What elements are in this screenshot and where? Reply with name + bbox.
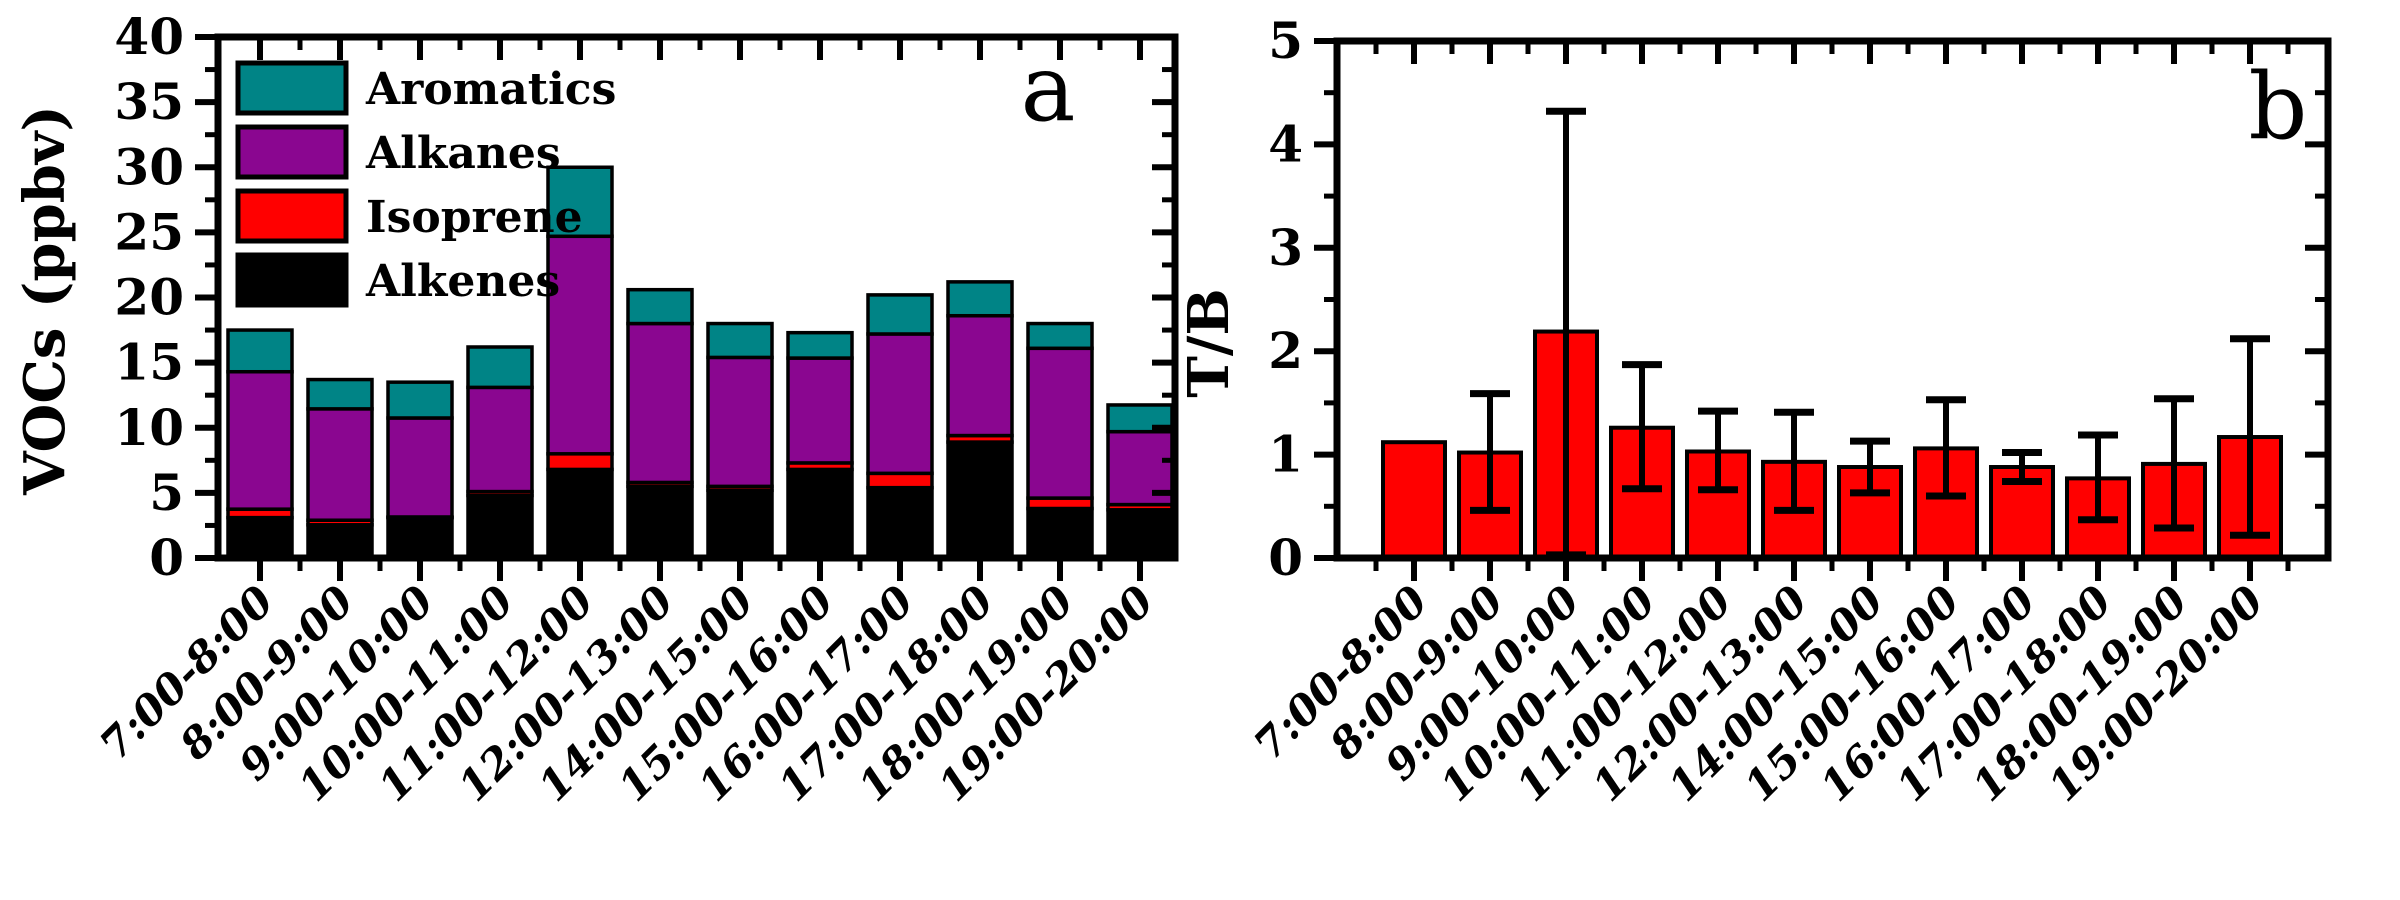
bar-segment-alkenes-0	[226, 515, 294, 560]
error-bar-8	[2002, 449, 2042, 485]
bar-segment-alkanes-6	[706, 355, 774, 489]
bar-segment-aromatics-10	[1026, 321, 1094, 351]
bar-segment-alkanes-10	[1026, 346, 1094, 500]
bar-segment-aromatics-1	[306, 377, 374, 411]
bar-segment-aromatics-8	[866, 293, 934, 336]
bar-tb-0	[1381, 440, 1447, 560]
legend-swatch-aromatics	[235, 60, 349, 116]
bar-segment-aromatics-6	[706, 321, 774, 360]
bar-segment-alkanes-1	[306, 407, 374, 522]
y-axis-title-a: VOCs (ppbv)	[12, 105, 78, 496]
y-tick-label-a-15: 15	[114, 333, 184, 392]
legend: Aromatics Alkanes Isoprene Alkenes	[235, 60, 616, 308]
error-bar-11	[2230, 335, 2270, 539]
bar-segment-aromatics-3	[466, 345, 534, 390]
y-tick-label-a-35: 35	[114, 72, 184, 131]
bar-segment-alkenes-5	[626, 484, 694, 560]
bar-segment-alkanes-7	[786, 356, 854, 465]
bar-segment-alkanes-4	[546, 234, 614, 456]
bar-segment-aromatics-7	[786, 330, 854, 360]
error-bar-3	[1622, 361, 1662, 493]
panel-letter-a: a	[1021, 35, 1076, 142]
bar-segment-alkanes-2	[386, 416, 454, 519]
y-tick-label-a-30: 30	[114, 137, 184, 196]
bar-segment-alkanes-8	[866, 332, 934, 476]
panel-a: 05101520253035407:00-8:008:00-9:009:00-1…	[12, 7, 1179, 811]
bar-segment-alkanes-9	[946, 313, 1014, 438]
bar-segment-aromatics-4	[546, 165, 614, 239]
bar-segment-isoprene-8	[866, 471, 934, 490]
legend-label-isoprene: Isoprene	[366, 192, 583, 243]
y-tick-label-b-2: 2	[1268, 321, 1303, 380]
y-tick-label-a-0: 0	[149, 528, 184, 587]
y-tick-label-a-40: 40	[114, 7, 184, 66]
bar-segment-alkenes-7	[786, 467, 854, 560]
bar-segment-alkanes-5	[626, 321, 694, 485]
bar-segment-alkenes-1	[306, 523, 374, 560]
bar-segment-aromatics-0	[226, 328, 294, 374]
bar-segment-aromatics-5	[626, 287, 694, 326]
error-bar-6	[1850, 437, 1890, 497]
y-tick-label-b-0: 0	[1268, 528, 1303, 587]
error-bar-5	[1774, 408, 1814, 514]
bar-segment-aromatics-9	[946, 280, 1014, 318]
legend-swatch-alkanes	[235, 124, 349, 180]
y-axis-title-b: T/B	[1176, 288, 1242, 397]
legend-label-alkanes: Alkanes	[365, 128, 561, 179]
legend-label-alkenes: Alkenes	[365, 256, 560, 307]
error-bar-4	[1698, 407, 1738, 494]
legend-swatch-isoprene	[235, 188, 349, 244]
bar-segment-alkenes-9	[946, 440, 1014, 560]
error-bar-10	[2154, 395, 2194, 532]
legend-label-aromatics: Aromatics	[365, 64, 616, 115]
error-bar-1	[1470, 390, 1510, 514]
bar-segment-alkenes-3	[466, 493, 534, 560]
bar-segment-alkanes-0	[226, 369, 294, 511]
bar-segment-aromatics-2	[386, 380, 454, 420]
y-tick-label-b-5: 5	[1268, 11, 1303, 70]
y-tick-label-b-1: 1	[1268, 425, 1303, 484]
panel-letter-b: b	[2249, 53, 2308, 160]
y-tick-label-a-20: 20	[114, 268, 184, 327]
y-tick-label-a-5: 5	[149, 463, 184, 522]
bar-segment-alkenes-10	[1026, 506, 1094, 560]
error-bar-7	[1926, 396, 1966, 500]
bar-segment-alkenes-11	[1106, 508, 1174, 560]
error-bar-9	[2078, 431, 2118, 524]
bar-segment-alkanes-3	[466, 385, 534, 494]
bar-segment-alkenes-4	[546, 467, 614, 560]
bar-segment-alkenes-8	[866, 485, 934, 560]
y-tick-label-a-10: 10	[114, 398, 184, 457]
legend-swatch-alkenes	[235, 252, 349, 308]
y-tick-label-b-4: 4	[1268, 114, 1303, 173]
y-tick-label-b-3: 3	[1268, 218, 1303, 277]
bar-segment-alkenes-6	[706, 488, 774, 560]
bars-b	[1381, 107, 2283, 561]
bar-segment-isoprene-4	[546, 452, 614, 472]
y-tick-label-a-25: 25	[114, 202, 184, 261]
bar-segment-alkenes-2	[386, 515, 454, 560]
panel-b: 0123457:00-8:008:00-9:009:00-10:0010:00-…	[1176, 11, 2332, 811]
